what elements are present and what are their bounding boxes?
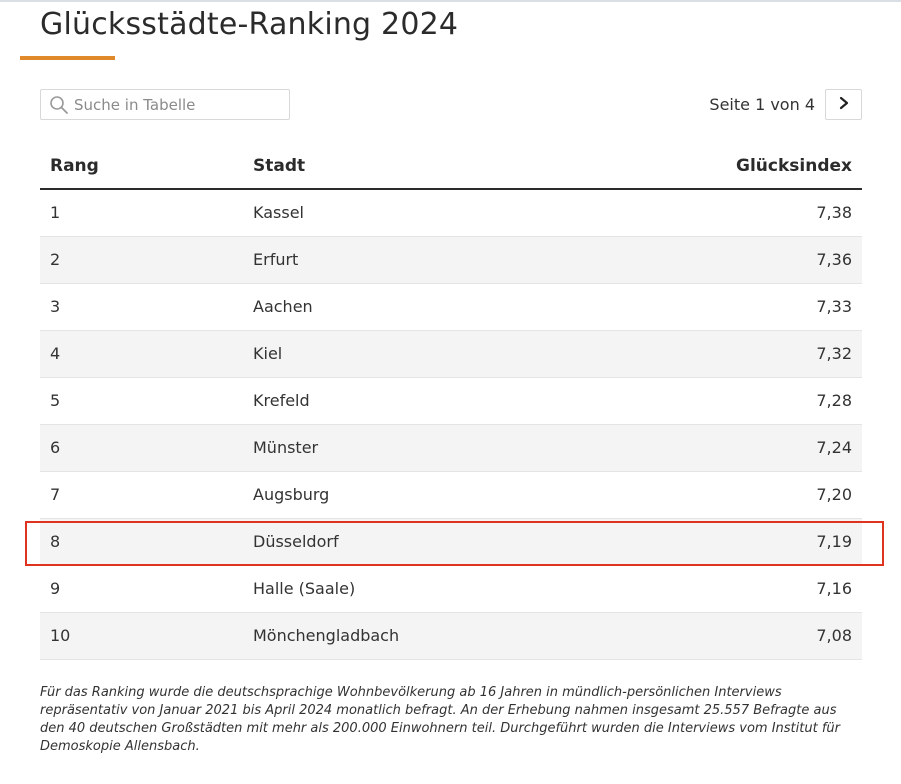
ranking-table: Rang Stadt Glücksindex 1 Kassel 7,38 2 Erfur… bbox=[40, 143, 862, 660]
index-cell: 7,36 bbox=[580, 236, 862, 284]
city-cell: Kiel bbox=[253, 330, 581, 378]
city-cell: Münster bbox=[253, 424, 581, 472]
top-divider bbox=[0, 0, 901, 2]
column-header-index[interactable]: Glücksindex bbox=[580, 143, 862, 190]
rank-cell: 8 bbox=[40, 518, 253, 566]
city-cell: Düsseldorf bbox=[253, 518, 581, 566]
index-cell: 7,24 bbox=[580, 424, 862, 472]
table-body: 1 Kassel 7,38 2 Erfurt 7,36 3 Aachen 7,33 4 Kiel 7,… bbox=[40, 189, 862, 660]
city-cell: Aachen bbox=[253, 283, 581, 331]
rank-cell: 2 bbox=[40, 236, 253, 284]
rank-cell: 5 bbox=[40, 377, 253, 425]
table-row: 3 Aachen 7,33 bbox=[40, 283, 862, 331]
rank-cell: 10 bbox=[40, 612, 253, 660]
index-cell: 7,33 bbox=[580, 283, 862, 331]
index-cell: 7,16 bbox=[580, 565, 862, 613]
index-cell: 7,19 bbox=[580, 518, 862, 566]
city-cell: Kassel bbox=[253, 189, 581, 237]
city-cell: Krefeld bbox=[253, 377, 581, 425]
rank-cell: 7 bbox=[40, 471, 253, 519]
city-cell: Halle (Saale) bbox=[253, 565, 581, 613]
next-page-button[interactable] bbox=[825, 89, 862, 120]
rank-cell: 4 bbox=[40, 330, 253, 378]
index-cell: 7,28 bbox=[580, 377, 862, 425]
search-icon bbox=[46, 92, 72, 118]
rank-cell: 6 bbox=[40, 424, 253, 472]
index-cell: 7,20 bbox=[580, 471, 862, 519]
table-row: 2 Erfurt 7,36 bbox=[40, 236, 862, 284]
city-cell: Erfurt bbox=[253, 236, 581, 284]
search-box[interactable] bbox=[40, 89, 290, 120]
table-row: 6 Münster 7,24 bbox=[40, 424, 862, 472]
rank-cell: 3 bbox=[40, 283, 253, 331]
table-row: 8 Düsseldorf 7,19 bbox=[40, 518, 862, 566]
rank-cell: 9 bbox=[40, 565, 253, 613]
table-row: 5 Krefeld 7,28 bbox=[40, 377, 862, 425]
title-accent-bar bbox=[20, 56, 115, 60]
table-row: 4 Kiel 7,32 bbox=[40, 330, 862, 378]
column-header-rank[interactable]: Rang bbox=[40, 143, 253, 190]
table-row: 7 Augsburg 7,20 bbox=[40, 471, 862, 519]
page-title: Glücksstädte-Ranking 2024 bbox=[40, 7, 459, 42]
chevron-right-icon bbox=[838, 95, 850, 114]
city-cell: Mönchengladbach bbox=[253, 612, 581, 660]
table-header-row: Rang Stadt Glücksindex bbox=[40, 143, 862, 190]
search-input[interactable] bbox=[74, 91, 284, 118]
index-cell: 7,38 bbox=[580, 189, 862, 237]
rank-cell: 1 bbox=[40, 189, 253, 237]
table-row: 10 Mönchengladbach 7,08 bbox=[40, 612, 862, 660]
city-cell: Augsburg bbox=[253, 471, 581, 519]
column-header-city[interactable]: Stadt bbox=[253, 143, 581, 190]
methodology-note: Für das Ranking wurde die deutschsprachi… bbox=[40, 685, 840, 754]
table-row: 1 Kassel 7,38 bbox=[40, 189, 862, 237]
index-cell: 7,32 bbox=[580, 330, 862, 378]
pagination-label: Seite 1 von 4 bbox=[709, 95, 815, 114]
index-cell: 7,08 bbox=[580, 612, 862, 660]
table-row: 9 Halle (Saale) 7,16 bbox=[40, 565, 862, 613]
